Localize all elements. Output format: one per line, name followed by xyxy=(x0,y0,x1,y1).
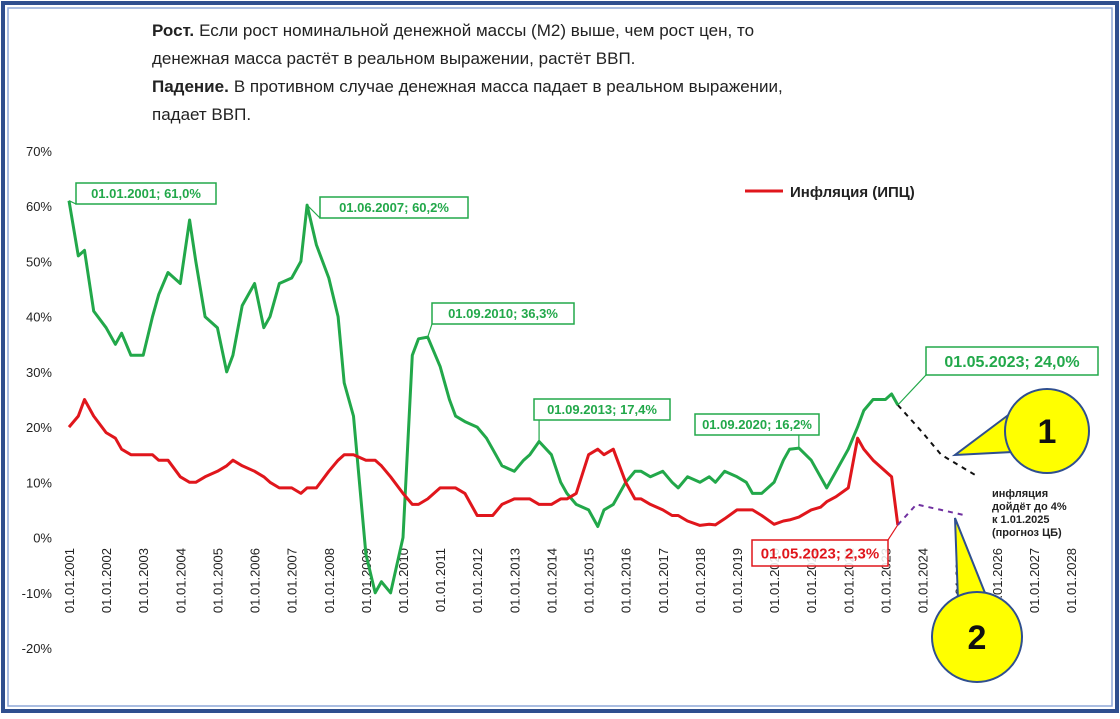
y-tick-label: 0% xyxy=(33,531,52,546)
forecast-note: (прогноз ЦБ) xyxy=(992,527,1062,539)
annotation-text: 01.01.2001; 61,0% xyxy=(91,186,201,201)
callout-label: 2 xyxy=(968,619,987,657)
legend-label: Инфляция (ИПЦ) xyxy=(790,184,915,201)
header-text: В противном случае денежная масса падает… xyxy=(234,77,783,96)
header-text: падает ВВП. xyxy=(152,105,251,124)
annotation-box xyxy=(431,302,575,325)
header-line: Падение. В противном случае денежная масс… xyxy=(152,77,783,96)
annotation-text: 01.09.2020; 16,2% xyxy=(702,417,812,432)
y-tick-label: 70% xyxy=(26,144,52,159)
annotation-text: 01.09.2010; 36,3% xyxy=(448,306,558,321)
x-tick-label: 01.01.2013 xyxy=(507,548,522,613)
x-tick-label: 01.01.2024 xyxy=(916,548,931,613)
x-tick-label: 01.01.2012 xyxy=(470,548,485,613)
forecast-line xyxy=(897,503,967,526)
x-tick-label: 01.01.2008 xyxy=(322,548,337,613)
x-tick-label: 01.01.2014 xyxy=(544,548,559,613)
x-tick-label: 01.01.2004 xyxy=(173,548,188,613)
annotation-text: 01.05.2023; 24,0% xyxy=(944,354,1079,371)
annotation-leader xyxy=(887,524,899,541)
annotation-box xyxy=(694,413,820,436)
header-text: Если рост номинальной денежной массы (M2… xyxy=(199,21,754,40)
header-line: Рост. Если рост номинальной денежной масс… xyxy=(152,21,754,40)
annotation-leader xyxy=(897,374,927,406)
x-tick-label: 01.01.2028 xyxy=(1064,548,1079,613)
frame-inner xyxy=(7,7,1113,707)
annotation-leader xyxy=(427,323,433,338)
x-tick-label: 01.01.2011 xyxy=(433,548,448,612)
callout-bubble xyxy=(931,591,1023,683)
x-tick-label: 01.01.2019 xyxy=(730,548,745,613)
series-line xyxy=(67,398,900,527)
forecast-note: инфляция xyxy=(992,488,1048,500)
x-tick-label: 01.01.2010 xyxy=(396,548,411,613)
header-bold: Падение. xyxy=(152,77,229,96)
annotation-box xyxy=(319,196,469,219)
annotation-text: 01.09.2013; 17,4% xyxy=(547,402,657,417)
header-line: падает ВВП. xyxy=(152,105,251,124)
x-tick-label: 01.01.2017 xyxy=(656,548,671,613)
annotation-box xyxy=(751,539,889,567)
header-line: денежная масса растёт в реальном выражен… xyxy=(152,49,635,68)
annotation-box xyxy=(75,182,217,205)
forecast-line xyxy=(897,404,979,478)
y-tick-label: 10% xyxy=(26,475,52,490)
annotation-text: 01.05.2023; 2,3% xyxy=(761,545,879,562)
forecast-note: к 1.01.2025 xyxy=(992,514,1050,526)
y-tick-label: 60% xyxy=(26,199,52,214)
x-tick-label: 01.01.2002 xyxy=(99,548,114,613)
x-tick-label: 01.01.2016 xyxy=(619,548,634,613)
forecast-note: дойдёт до 4% xyxy=(992,501,1067,513)
header-bold: Рост. xyxy=(152,21,194,40)
x-tick-label: 01.01.2015 xyxy=(582,548,597,613)
annotation-text: 01.06.2007; 60,2% xyxy=(339,200,449,215)
annotation-box xyxy=(925,346,1099,376)
x-tick-label: 01.01.2018 xyxy=(693,548,708,613)
y-tick-label: 40% xyxy=(26,310,52,325)
series-line xyxy=(67,200,900,595)
x-tick-label: 01.01.2009 xyxy=(359,548,374,613)
callout-bubble xyxy=(1004,388,1090,474)
annotation-leader xyxy=(306,204,321,219)
x-tick-label: 01.01.2003 xyxy=(136,548,151,613)
header-text: денежная масса растёт в реальном выражен… xyxy=(152,49,635,68)
x-tick-label: 01.01.2001 xyxy=(62,548,77,613)
x-tick-label: 01.01.2006 xyxy=(248,548,263,613)
annotation-leader xyxy=(68,200,77,205)
y-tick-label: 30% xyxy=(26,365,52,380)
y-tick-label: 50% xyxy=(26,254,52,269)
x-tick-label: 01.01.2027 xyxy=(1027,548,1042,613)
x-tick-label: 01.01.2007 xyxy=(285,548,300,613)
annotation-box xyxy=(533,398,671,421)
callout-label: 1 xyxy=(1038,413,1057,451)
x-tick-label: 01.01.2005 xyxy=(210,548,225,613)
y-tick-label: -10% xyxy=(22,586,53,601)
y-tick-label: 20% xyxy=(26,420,52,435)
y-tick-label: -20% xyxy=(22,641,53,656)
